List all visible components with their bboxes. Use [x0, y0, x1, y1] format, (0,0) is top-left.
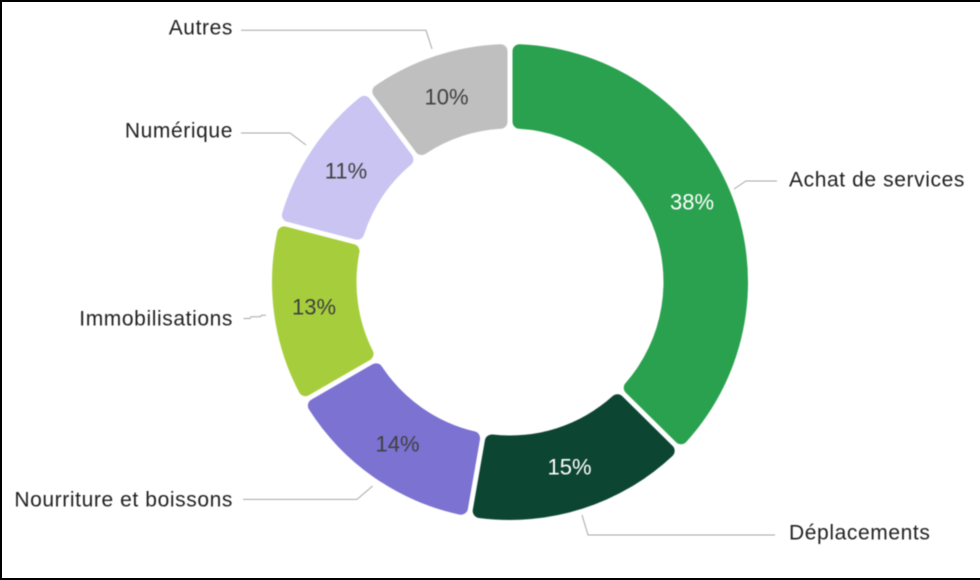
svg-text:Déplacements: Déplacements: [789, 522, 930, 545]
svg-text:Nourriture et boissons: Nourriture et boissons: [14, 489, 233, 512]
svg-text:Immobilisations: Immobilisations: [79, 308, 233, 331]
svg-text:Numérique: Numérique: [125, 120, 233, 143]
svg-text:10%: 10%: [424, 85, 468, 110]
svg-text:Achat de services: Achat de services: [789, 169, 965, 192]
svg-text:38%: 38%: [670, 190, 714, 215]
svg-text:Autres: Autres: [169, 17, 233, 40]
svg-text:14%: 14%: [375, 432, 419, 457]
svg-text:15%: 15%: [547, 455, 591, 480]
svg-text:11%: 11%: [325, 159, 367, 184]
svg-text:13%: 13%: [292, 295, 336, 320]
